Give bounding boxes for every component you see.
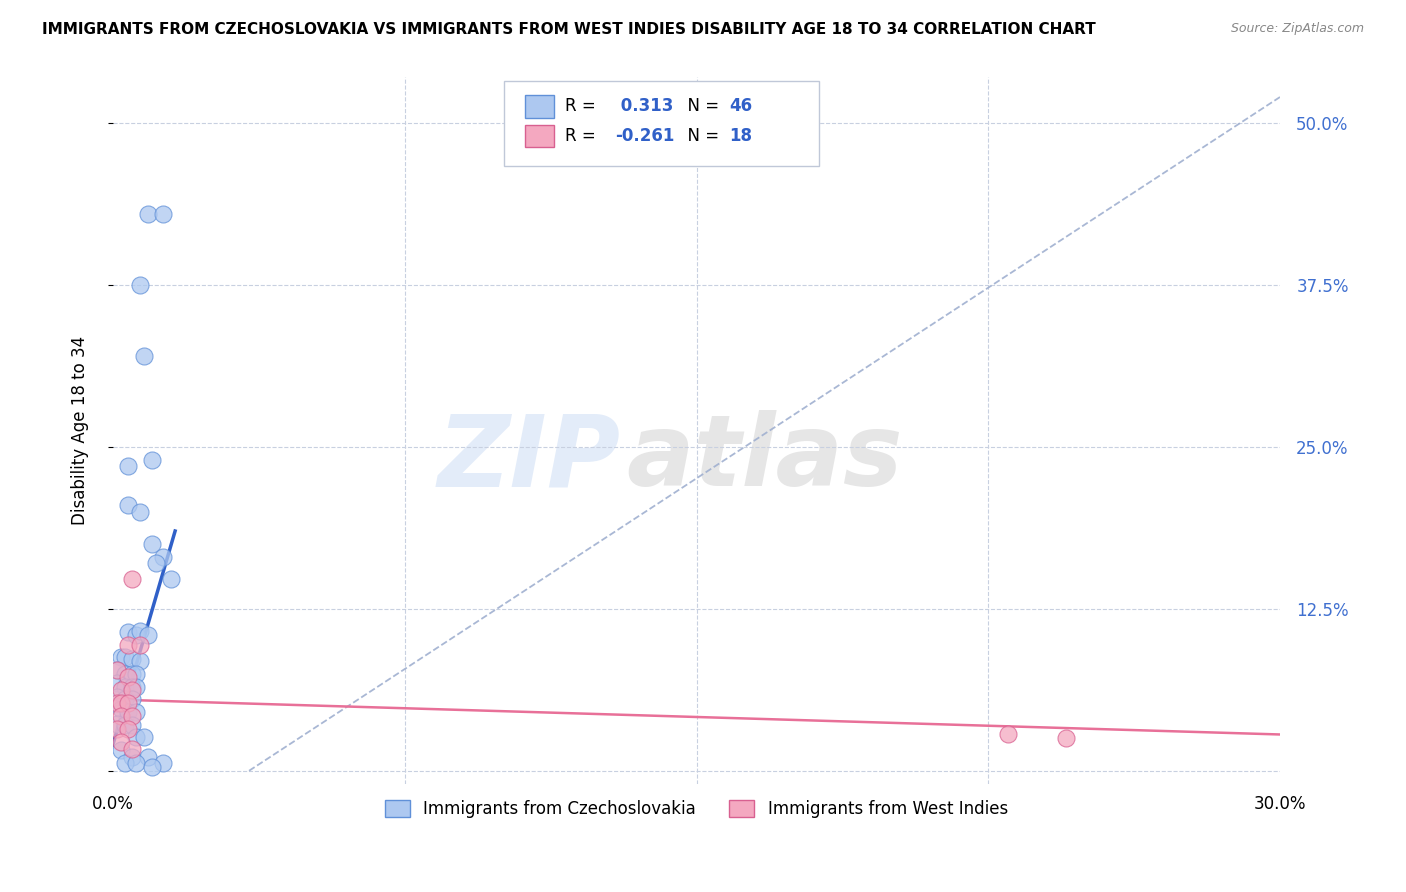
Point	[129, 505, 152, 519]
Text: -0.261: -0.261	[614, 127, 675, 145]
Point	[105, 663, 128, 677]
Text: R =: R =	[565, 97, 600, 115]
Point	[121, 692, 143, 706]
Point	[110, 697, 132, 711]
Point	[141, 760, 163, 774]
Text: IMMIGRANTS FROM CZECHOSLOVAKIA VS IMMIGRANTS FROM WEST INDIES DISABILITY AGE 18 : IMMIGRANTS FROM CZECHOSLOVAKIA VS IMMIGR…	[42, 22, 1095, 37]
Point	[117, 638, 139, 652]
Point	[121, 749, 143, 764]
Point	[110, 743, 132, 757]
Point	[110, 683, 132, 698]
Point	[141, 537, 163, 551]
Point	[129, 624, 152, 638]
Point	[110, 709, 132, 723]
Point	[129, 277, 152, 292]
Legend: Immigrants from Czechoslovakia, Immigrants from West Indies: Immigrants from Czechoslovakia, Immigran…	[378, 793, 1015, 825]
Point	[121, 572, 143, 586]
Text: R =: R =	[565, 127, 600, 145]
Point	[117, 723, 139, 737]
Point	[125, 628, 148, 642]
Text: N =: N =	[676, 127, 724, 145]
Point	[136, 628, 159, 642]
FancyBboxPatch shape	[503, 81, 820, 166]
Point	[105, 717, 128, 731]
Text: 18: 18	[730, 127, 752, 145]
Text: atlas: atlas	[627, 410, 903, 508]
FancyBboxPatch shape	[524, 125, 554, 147]
Point	[136, 749, 159, 764]
FancyBboxPatch shape	[524, 95, 554, 118]
Point	[110, 701, 132, 715]
Point	[121, 652, 143, 666]
Point	[105, 675, 128, 690]
Point	[152, 206, 174, 220]
Point	[136, 206, 159, 220]
Point	[114, 680, 136, 694]
Point	[145, 557, 167, 571]
Point	[114, 718, 136, 732]
Point	[125, 756, 148, 770]
Point	[105, 663, 128, 677]
Point	[132, 349, 155, 363]
Point	[117, 498, 139, 512]
Point	[114, 649, 136, 664]
Point	[117, 706, 139, 720]
Point	[105, 723, 128, 737]
Point	[129, 654, 152, 668]
Point	[141, 452, 163, 467]
Point	[152, 756, 174, 770]
Point	[117, 670, 139, 684]
Point	[105, 690, 128, 704]
Point	[114, 692, 136, 706]
Point	[121, 718, 143, 732]
Point	[125, 706, 148, 720]
Text: N =: N =	[676, 97, 724, 115]
Point	[152, 549, 174, 564]
Point	[121, 709, 143, 723]
Point	[997, 727, 1019, 741]
Point	[160, 572, 183, 586]
Text: 46: 46	[730, 97, 752, 115]
Point	[117, 459, 139, 474]
Point	[121, 741, 143, 756]
Point	[117, 697, 139, 711]
Text: ZIP: ZIP	[437, 410, 620, 508]
Point	[129, 638, 152, 652]
Point	[125, 680, 148, 694]
Point	[105, 697, 128, 711]
Point	[114, 756, 136, 770]
Point	[121, 680, 143, 694]
Text: Source: ZipAtlas.com: Source: ZipAtlas.com	[1230, 22, 1364, 36]
Point	[121, 666, 143, 681]
Point	[110, 735, 132, 749]
Point	[1054, 731, 1077, 746]
Y-axis label: Disability Age 18 to 34: Disability Age 18 to 34	[72, 336, 89, 525]
Point	[125, 666, 148, 681]
Point	[117, 625, 139, 640]
Point	[110, 649, 132, 664]
Text: 0.313: 0.313	[614, 97, 673, 115]
Point	[132, 730, 155, 744]
Point	[121, 683, 143, 698]
Point	[125, 730, 148, 744]
Point	[114, 666, 136, 681]
